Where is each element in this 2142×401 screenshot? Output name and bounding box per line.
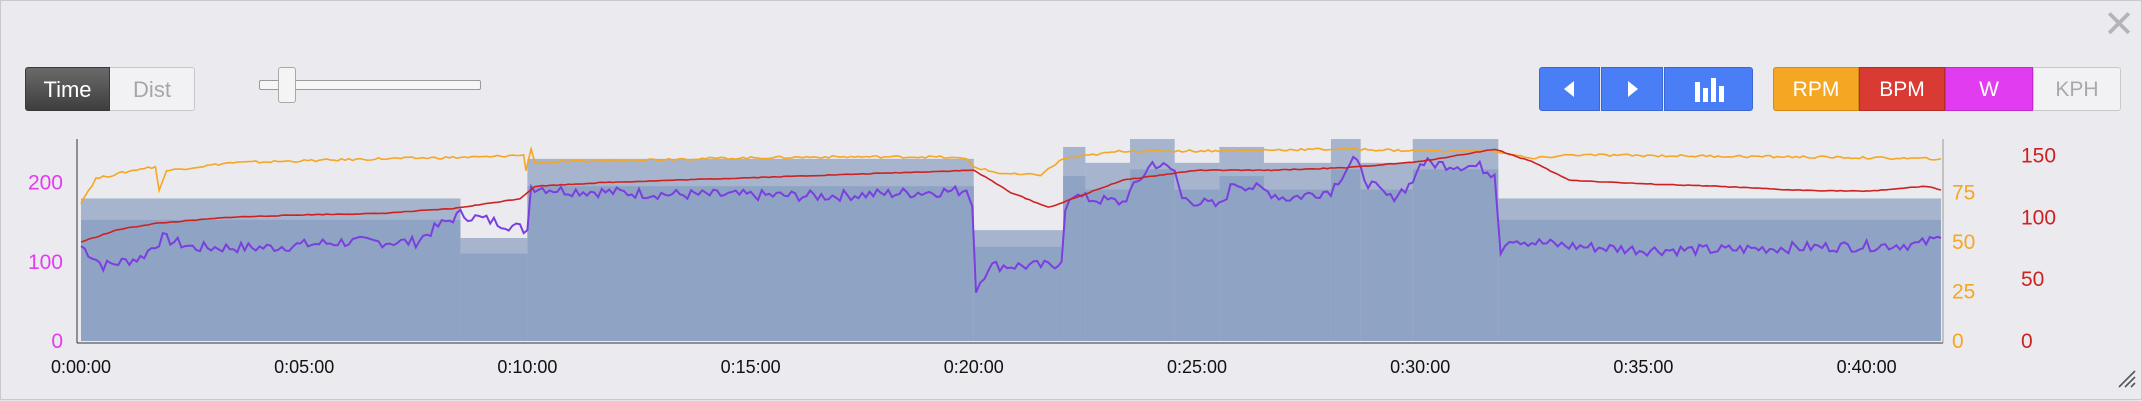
interval-block-inner xyxy=(460,253,528,341)
bar-chart-button[interactable] xyxy=(1664,67,1753,111)
x-tick-label: 0:00:00 xyxy=(51,357,111,377)
bpm-tick-label: 100 xyxy=(2021,206,2056,229)
interval-block-inner xyxy=(1360,189,1413,341)
watts-tick-label: 0 xyxy=(51,330,63,353)
x-tick-label: 0:30:00 xyxy=(1390,357,1450,377)
zoom-slider-track[interactable] xyxy=(259,80,481,90)
interval-block-inner xyxy=(81,219,461,341)
rpm-series-line xyxy=(80,145,1942,204)
interval-block-inner xyxy=(1330,169,1361,341)
series-lines xyxy=(80,145,1942,293)
bpm-toggle-button[interactable]: BPM xyxy=(1859,67,1945,111)
bpm-tick-label: 150 xyxy=(2021,144,2056,167)
bpm-tick-label: 0 xyxy=(2021,330,2033,353)
x-tick-label: 0:25:00 xyxy=(1167,357,1227,377)
kph-toggle-button[interactable]: KPH xyxy=(2033,67,2121,111)
time-mode-button[interactable]: Time xyxy=(25,67,110,111)
x-tick-label: 0:40:00 xyxy=(1837,357,1897,377)
x-tick-label: 0:20:00 xyxy=(944,357,1004,377)
rpm-tick-label: 0 xyxy=(1952,330,1964,353)
watts-tick-label: 200 xyxy=(28,172,63,195)
interval-block-inner xyxy=(973,246,1064,341)
watts-tick-label: 100 xyxy=(28,251,63,274)
rpm-tick-label: 75 xyxy=(1952,182,1975,205)
zoom-slider-thumb[interactable] xyxy=(278,67,296,103)
chevron-left-icon xyxy=(1563,81,1574,97)
x-tick-label: 0:10:00 xyxy=(497,357,557,377)
chevron-right-icon xyxy=(1628,81,1638,97)
x-tick-label: 0:15:00 xyxy=(721,357,781,377)
distance-mode-button[interactable]: Dist xyxy=(110,67,195,111)
bar-chart-icon xyxy=(1694,78,1724,102)
interval-block-inner xyxy=(1412,169,1499,341)
watts-toggle-button[interactable]: W xyxy=(1945,67,2033,111)
axes: 0:00:00 0:05:00 0:10:00 0:15:00 0:20:00 0:25:… xyxy=(28,139,2056,377)
rpm-tick-label: 25 xyxy=(1952,281,1975,304)
interval-block-inner xyxy=(1263,189,1331,341)
interval-block-inner xyxy=(1063,176,1086,341)
watts-series-line xyxy=(80,155,1942,293)
interval-blocks xyxy=(81,139,1941,341)
rpm-toggle-button[interactable]: RPM xyxy=(1773,67,1859,111)
mode-toggle: Time Dist xyxy=(25,67,195,111)
previous-button[interactable] xyxy=(1539,67,1600,111)
interval-block-inner xyxy=(1498,219,1941,341)
interval-block-inner xyxy=(1219,176,1264,341)
interval-block-inner xyxy=(1174,189,1220,341)
bpm-tick-label: 50 xyxy=(2021,268,2044,291)
bpm-series-line xyxy=(80,148,1942,243)
interval-block-inner xyxy=(1130,169,1175,341)
resize-grip-icon[interactable] xyxy=(2115,367,2137,389)
close-icon[interactable]: ✕ xyxy=(2103,4,2135,46)
interval-block-inner xyxy=(1085,189,1131,341)
rpm-tick-label: 50 xyxy=(1952,231,1975,254)
x-tick-label: 0:35:00 xyxy=(1613,357,1673,377)
next-button[interactable] xyxy=(1601,67,1663,111)
interval-block-inner xyxy=(527,186,974,341)
x-tick-label: 0:05:00 xyxy=(274,357,334,377)
